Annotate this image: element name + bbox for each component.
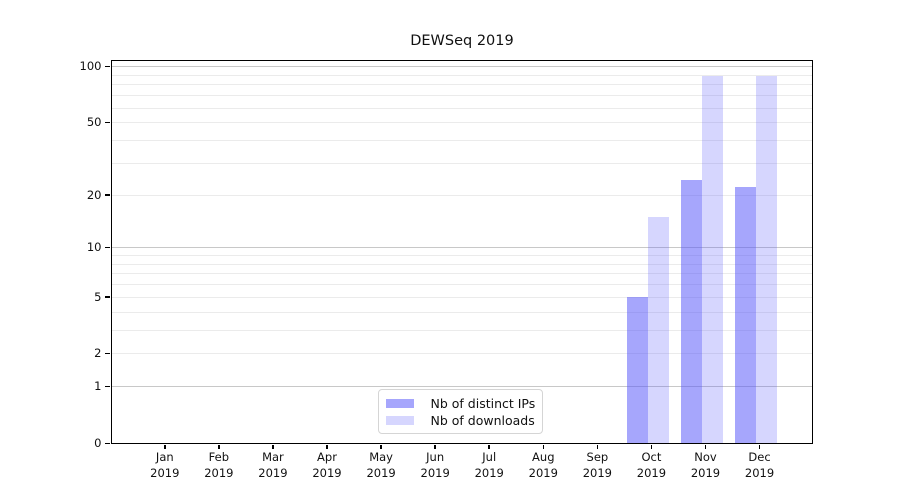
gridline-minor bbox=[111, 296, 812, 298]
gridline-major bbox=[111, 66, 812, 68]
x-tick-label: Dec 2019 bbox=[744, 450, 775, 480]
y-tick-label: 5 bbox=[94, 289, 102, 304]
bar-distinct-ips-dec bbox=[735, 187, 757, 443]
y-tick-label: 0 bbox=[94, 436, 102, 450]
x-tick bbox=[272, 444, 274, 449]
y-tick bbox=[105, 194, 110, 196]
bar-downloads-dec bbox=[756, 75, 778, 443]
x-tick bbox=[434, 444, 436, 449]
bar-distinct-ips-oct bbox=[626, 296, 648, 443]
gridline-minor bbox=[111, 162, 812, 164]
x-tick-label: Jun 2019 bbox=[420, 450, 450, 480]
chart-title: DEWSeq 2019 bbox=[410, 33, 514, 49]
legend-label-downloads: Nb of downloads bbox=[430, 413, 535, 428]
legend-label-distinct-ips: Nb of distinct IPs bbox=[430, 396, 536, 411]
x-tick bbox=[596, 444, 599, 449]
gridline-minor bbox=[111, 311, 812, 313]
legend-swatch-downloads bbox=[385, 415, 414, 426]
x-tick bbox=[704, 444, 707, 449]
gridline-minor bbox=[111, 273, 812, 275]
legend-entry-downloads: Nb of downloads bbox=[385, 412, 535, 429]
x-tick-label: Jan 2019 bbox=[150, 450, 180, 480]
y-tick bbox=[105, 385, 110, 388]
gridline-minor bbox=[111, 284, 812, 286]
x-tick-label: Aug 2019 bbox=[528, 450, 558, 480]
x-tick-label: Jul 2019 bbox=[474, 450, 504, 480]
gridline-minor bbox=[111, 107, 812, 109]
gridline-minor bbox=[111, 84, 812, 86]
x-tick-label: May 2019 bbox=[366, 450, 396, 480]
y-tick bbox=[105, 296, 110, 298]
x-tick-label: Sep 2019 bbox=[582, 450, 612, 480]
y-tick-label: 20 bbox=[86, 187, 102, 202]
legend: Nb of distinct IPs Nb of downloads bbox=[377, 389, 543, 434]
x-tick-label: Oct 2019 bbox=[636, 450, 667, 480]
gridline-minor bbox=[111, 140, 812, 142]
x-tick bbox=[218, 444, 220, 449]
y-tick bbox=[105, 65, 110, 68]
gridline-minor bbox=[111, 122, 812, 124]
x-tick bbox=[326, 444, 328, 449]
legend-entry-distinct-ips: Nb of distinct IPs bbox=[385, 395, 536, 412]
gridline-minor bbox=[111, 74, 812, 76]
gridline-major bbox=[111, 386, 812, 388]
gridline-minor bbox=[111, 353, 812, 355]
bar-distinct-ips-nov bbox=[681, 180, 702, 443]
x-tick-label: Apr 2019 bbox=[312, 450, 342, 480]
gridline-minor bbox=[111, 95, 812, 97]
x-tick-label: Mar 2019 bbox=[258, 450, 288, 480]
bar-downloads-nov bbox=[702, 75, 723, 443]
gridline-major bbox=[111, 247, 812, 249]
y-tick-label: 100 bbox=[79, 59, 102, 74]
gridline-minor bbox=[111, 194, 812, 196]
y-tick-label: 1 bbox=[94, 379, 102, 394]
x-tick bbox=[164, 444, 166, 449]
y-tick bbox=[105, 246, 110, 249]
gridline-minor bbox=[111, 263, 812, 265]
y-tick-label: 2 bbox=[94, 346, 102, 361]
x-tick bbox=[380, 444, 382, 449]
x-tick-label: Feb 2019 bbox=[204, 450, 234, 480]
y-tick bbox=[105, 121, 110, 124]
y-tick bbox=[105, 442, 110, 444]
gridline-minor bbox=[111, 329, 812, 331]
x-tick bbox=[758, 444, 761, 449]
y-tick-label: 50 bbox=[86, 115, 102, 130]
bar-downloads-oct bbox=[647, 216, 669, 443]
plot-area: Nb of distinct IPs Nb of downloads 0 1 2 5 1… bbox=[80, 59, 813, 480]
x-tick-label: Nov 2019 bbox=[690, 450, 721, 480]
x-tick bbox=[650, 444, 653, 449]
x-tick bbox=[488, 444, 490, 449]
y-tick-label: 10 bbox=[86, 240, 102, 255]
y-tick bbox=[105, 352, 110, 355]
legend-swatch-distinct-ips bbox=[385, 398, 414, 409]
gridline-minor bbox=[111, 255, 812, 257]
x-tick bbox=[542, 444, 545, 449]
